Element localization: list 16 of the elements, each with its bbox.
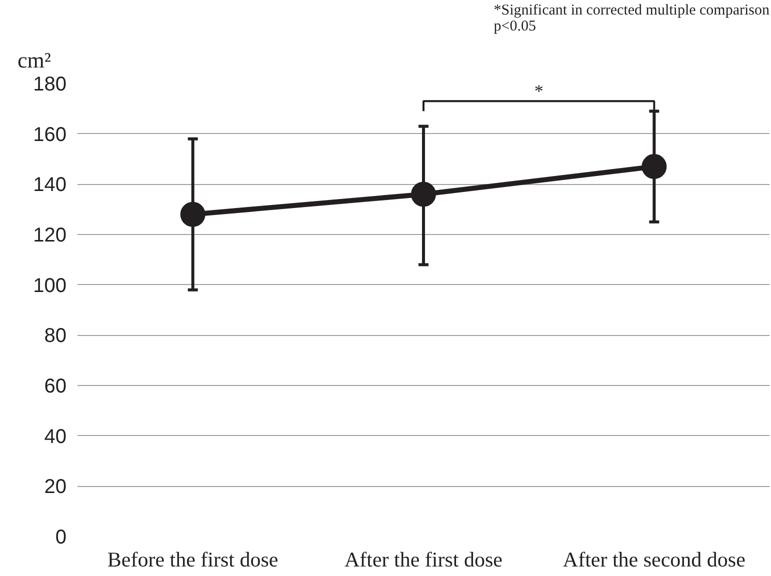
y-tick-label: 0: [55, 526, 66, 548]
y-tick-label: 20: [44, 476, 67, 498]
x-tick-label: After the first dose: [344, 548, 503, 572]
y-tick-label: 40: [44, 426, 67, 448]
y-axis-title: cm²: [18, 48, 52, 72]
y-tick-label: 160: [33, 124, 67, 146]
y-tick-label: 60: [44, 376, 67, 398]
y-tick-label: 80: [44, 325, 67, 348]
text: *Significant in corrected multiple comparison p<0.05: [494, 2, 770, 34]
x-tick-label: After the second dose: [562, 548, 746, 572]
y-tick-label: 100: [33, 274, 67, 297]
y-tick-label: 120: [33, 224, 67, 246]
y-tick-label: 140: [33, 174, 67, 196]
annotation: *: [534, 81, 544, 102]
y-tick-label: 180: [33, 74, 67, 96]
x-tick-label: Before the first dose: [107, 548, 278, 572]
